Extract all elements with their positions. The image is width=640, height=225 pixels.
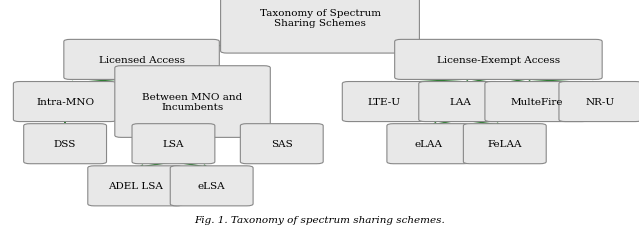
Text: MulteFire: MulteFire	[511, 98, 563, 107]
FancyBboxPatch shape	[241, 124, 323, 164]
FancyBboxPatch shape	[342, 82, 425, 122]
Text: LSA: LSA	[163, 140, 184, 148]
Text: Intra-MNO: Intra-MNO	[36, 98, 94, 107]
Text: License-Exempt Access: License-Exempt Access	[437, 56, 560, 65]
FancyBboxPatch shape	[115, 66, 270, 138]
FancyBboxPatch shape	[132, 124, 215, 164]
Text: NR-U: NR-U	[586, 98, 615, 107]
FancyBboxPatch shape	[559, 82, 640, 122]
FancyBboxPatch shape	[170, 166, 253, 206]
Text: Between MNO and
Incumbents: Between MNO and Incumbents	[143, 92, 243, 112]
Text: ADEL LSA: ADEL LSA	[108, 182, 163, 191]
Text: LTE-U: LTE-U	[367, 98, 400, 107]
FancyBboxPatch shape	[395, 40, 602, 80]
FancyBboxPatch shape	[387, 124, 470, 164]
Text: SAS: SAS	[271, 140, 292, 148]
Text: Licensed Access: Licensed Access	[99, 56, 184, 65]
FancyBboxPatch shape	[485, 82, 588, 122]
Text: LAA: LAA	[449, 98, 471, 107]
Text: eLSA: eLSA	[198, 182, 225, 191]
Text: Fig. 1. Taxonomy of spectrum sharing schemes.: Fig. 1. Taxonomy of spectrum sharing sch…	[195, 215, 445, 224]
Text: eLAA: eLAA	[414, 140, 442, 148]
FancyBboxPatch shape	[221, 0, 419, 54]
FancyBboxPatch shape	[24, 124, 106, 164]
FancyBboxPatch shape	[13, 82, 117, 122]
FancyBboxPatch shape	[463, 124, 546, 164]
FancyBboxPatch shape	[419, 82, 502, 122]
Text: DSS: DSS	[54, 140, 76, 148]
FancyBboxPatch shape	[64, 40, 220, 80]
FancyBboxPatch shape	[88, 166, 182, 206]
Text: FeLAA: FeLAA	[488, 140, 522, 148]
Text: Taxonomy of Spectrum
Sharing Schemes: Taxonomy of Spectrum Sharing Schemes	[259, 9, 381, 28]
